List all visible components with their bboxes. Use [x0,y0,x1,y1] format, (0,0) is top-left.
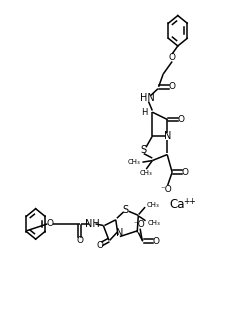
Text: CH₃: CH₃ [147,202,160,208]
Text: O: O [96,241,103,250]
Text: O: O [169,82,176,91]
Text: N: N [163,131,171,141]
Text: O: O [182,168,189,177]
Text: CH₃: CH₃ [147,220,160,226]
Text: HN: HN [140,93,155,103]
Text: ++: ++ [183,197,196,206]
Text: NH: NH [85,219,99,229]
Text: S: S [141,145,147,156]
Text: N: N [116,228,123,238]
Text: CH₃: CH₃ [140,170,153,176]
Text: ⁻O: ⁻O [160,184,172,194]
Text: H: H [141,107,147,117]
Text: O: O [47,219,54,228]
Text: O: O [178,115,185,124]
Text: CH₃: CH₃ [127,159,140,165]
Text: S: S [123,205,129,215]
Text: O: O [169,53,176,62]
Text: O: O [76,236,83,245]
Text: Ca: Ca [169,198,184,211]
Text: ⁻O: ⁻O [133,220,145,229]
Text: O: O [153,237,160,246]
